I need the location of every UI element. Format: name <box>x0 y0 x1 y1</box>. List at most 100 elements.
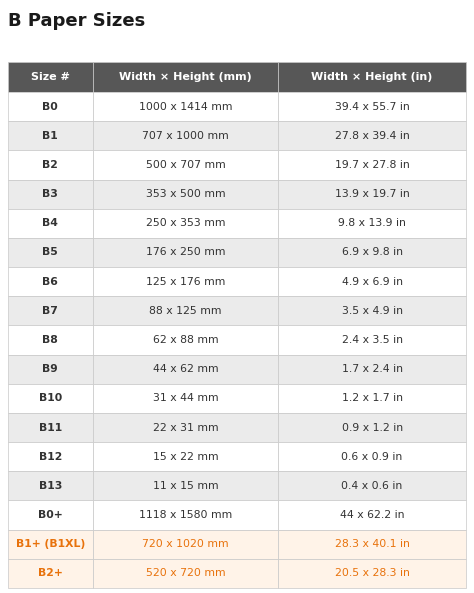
Text: B7: B7 <box>43 306 58 316</box>
Bar <box>278 180 466 209</box>
Text: B1+ (B1XL): B1+ (B1XL) <box>16 539 85 549</box>
Text: B2: B2 <box>43 160 58 170</box>
Bar <box>93 559 278 588</box>
Bar <box>8 326 93 355</box>
Bar <box>93 442 278 471</box>
Text: 250 x 353 mm: 250 x 353 mm <box>146 218 225 228</box>
Text: 720 x 1020 mm: 720 x 1020 mm <box>142 539 229 549</box>
Text: 1000 x 1414 mm: 1000 x 1414 mm <box>139 101 232 111</box>
Bar <box>8 559 93 588</box>
Text: B0: B0 <box>43 101 58 111</box>
Text: 44 x 62.2 in: 44 x 62.2 in <box>340 510 404 520</box>
Bar <box>93 209 278 238</box>
Bar <box>278 471 466 500</box>
Bar <box>93 384 278 413</box>
Text: 1.2 x 1.7 in: 1.2 x 1.7 in <box>342 393 402 403</box>
Text: B5: B5 <box>43 247 58 257</box>
Bar <box>278 121 466 151</box>
Bar <box>8 413 93 442</box>
Text: 4.9 x 6.9 in: 4.9 x 6.9 in <box>342 277 402 286</box>
Text: B4: B4 <box>43 218 58 228</box>
Bar <box>93 180 278 209</box>
Bar <box>93 413 278 442</box>
Bar <box>93 92 278 121</box>
Bar <box>278 530 466 559</box>
Text: B6: B6 <box>43 277 58 286</box>
Bar <box>278 384 466 413</box>
Bar <box>93 62 278 92</box>
Bar <box>93 355 278 384</box>
Text: B1: B1 <box>43 131 58 141</box>
Text: 3.5 x 4.9 in: 3.5 x 4.9 in <box>342 306 402 316</box>
Bar <box>8 62 93 92</box>
Text: 0.9 x 1.2 in: 0.9 x 1.2 in <box>342 423 403 432</box>
Bar <box>278 151 466 180</box>
Bar <box>93 151 278 180</box>
Bar <box>8 121 93 151</box>
Text: 13.9 x 19.7 in: 13.9 x 19.7 in <box>335 189 410 199</box>
Text: 500 x 707 mm: 500 x 707 mm <box>146 160 225 170</box>
Text: 39.4 x 55.7 in: 39.4 x 55.7 in <box>335 101 410 111</box>
Text: 1.7 x 2.4 in: 1.7 x 2.4 in <box>342 364 402 374</box>
Text: B3: B3 <box>43 189 58 199</box>
Bar <box>93 326 278 355</box>
Bar <box>8 530 93 559</box>
Text: B2+: B2+ <box>38 569 63 578</box>
Text: B11: B11 <box>39 423 62 432</box>
Text: 20.5 x 28.3 in: 20.5 x 28.3 in <box>335 569 410 578</box>
Bar <box>8 267 93 296</box>
Text: 15 x 22 mm: 15 x 22 mm <box>153 452 219 462</box>
Text: 176 x 250 mm: 176 x 250 mm <box>146 247 225 257</box>
Text: 44 x 62 mm: 44 x 62 mm <box>153 364 219 374</box>
Bar <box>93 238 278 267</box>
Bar <box>8 500 93 530</box>
Text: 28.3 x 40.1 in: 28.3 x 40.1 in <box>335 539 410 549</box>
Text: Width × Height (mm): Width × Height (mm) <box>119 72 252 82</box>
Bar <box>8 296 93 326</box>
Text: 31 x 44 mm: 31 x 44 mm <box>153 393 219 403</box>
Text: 88 x 125 mm: 88 x 125 mm <box>149 306 222 316</box>
Bar <box>93 296 278 326</box>
Text: 2.4 x 3.5 in: 2.4 x 3.5 in <box>342 335 402 345</box>
Text: 9.8 x 13.9 in: 9.8 x 13.9 in <box>338 218 406 228</box>
Bar <box>278 62 466 92</box>
Text: 19.7 x 27.8 in: 19.7 x 27.8 in <box>335 160 410 170</box>
Text: B10: B10 <box>39 393 62 403</box>
Text: Width × Height (in): Width × Height (in) <box>311 72 433 82</box>
Text: 6.9 x 9.8 in: 6.9 x 9.8 in <box>342 247 402 257</box>
Text: B13: B13 <box>39 481 62 491</box>
Bar <box>93 500 278 530</box>
Bar <box>278 559 466 588</box>
Bar <box>278 267 466 296</box>
Bar <box>8 151 93 180</box>
Bar <box>8 384 93 413</box>
Bar <box>8 209 93 238</box>
Bar <box>278 413 466 442</box>
Bar <box>278 442 466 471</box>
Text: B9: B9 <box>43 364 58 374</box>
Text: 707 x 1000 mm: 707 x 1000 mm <box>142 131 229 141</box>
Bar <box>8 238 93 267</box>
Text: 1118 x 1580 mm: 1118 x 1580 mm <box>139 510 232 520</box>
Bar <box>278 500 466 530</box>
Bar <box>8 471 93 500</box>
Bar <box>8 355 93 384</box>
Text: Size #: Size # <box>31 72 70 82</box>
Text: 11 x 15 mm: 11 x 15 mm <box>153 481 219 491</box>
Bar <box>93 121 278 151</box>
Bar <box>278 326 466 355</box>
Bar <box>278 238 466 267</box>
Text: B Paper Sizes: B Paper Sizes <box>8 12 145 30</box>
Bar <box>278 92 466 121</box>
Bar <box>93 530 278 559</box>
Bar <box>278 209 466 238</box>
Bar <box>93 471 278 500</box>
Text: 27.8 x 39.4 in: 27.8 x 39.4 in <box>335 131 410 141</box>
Text: 353 x 500 mm: 353 x 500 mm <box>146 189 225 199</box>
Bar <box>8 180 93 209</box>
Bar <box>8 92 93 121</box>
Text: B0+: B0+ <box>38 510 63 520</box>
Text: 62 x 88 mm: 62 x 88 mm <box>153 335 219 345</box>
Bar <box>8 442 93 471</box>
Text: 125 x 176 mm: 125 x 176 mm <box>146 277 225 286</box>
